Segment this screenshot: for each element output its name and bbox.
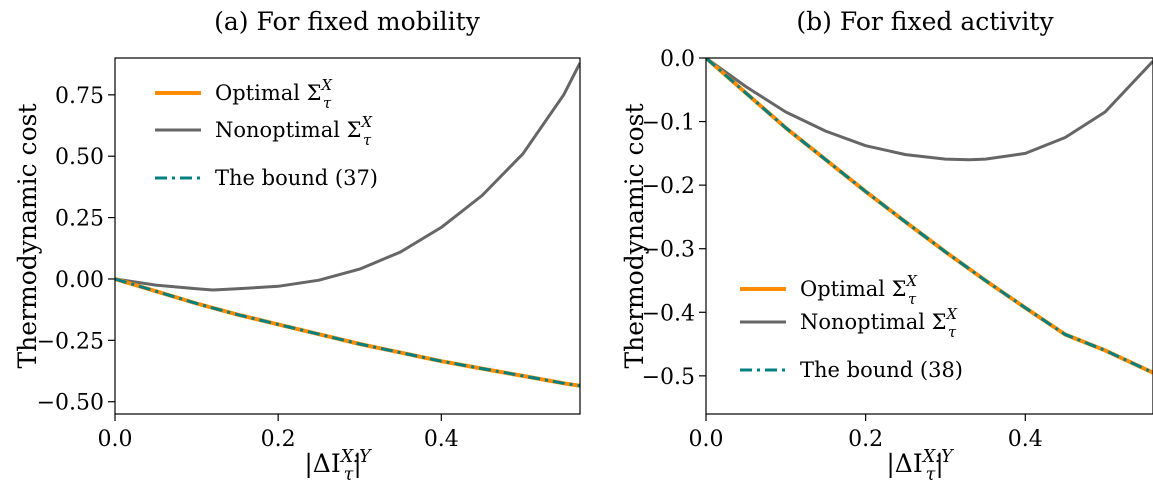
y-tick-label: −0.4 — [642, 301, 695, 326]
legend-label: Nonoptimal ΣX τ — [800, 306, 957, 341]
plot-frame — [705, 57, 1153, 415]
y-tick-label: −0.5 — [642, 365, 695, 390]
chart-panel-2: (b) For fixed activity 0.0 0.2 0.4 −0.5 −0.4 −… — [620, 7, 1153, 485]
y-tick-label: −0.50 — [37, 391, 104, 416]
y-axis-label: Thermodynamic cost — [620, 104, 649, 369]
x-tick-label: 0.4 — [1008, 427, 1043, 452]
y-tick-label: −0.1 — [642, 111, 695, 136]
series-line-bound — [706, 58, 1153, 375]
y-tick-label: −0.3 — [642, 238, 695, 263]
chart-title: (a) For fixed mobility — [214, 7, 481, 36]
y-tick-label: 0.00 — [55, 268, 104, 293]
chart-title: (b) For fixed activity — [796, 7, 1054, 36]
y-tick-label: −0.2 — [642, 174, 695, 199]
y-tick-label: 0.25 — [55, 207, 104, 232]
y-tick-label: 0.75 — [55, 84, 104, 109]
x-tick-label: 0.4 — [424, 427, 459, 452]
y-tick-label: 0.50 — [55, 145, 104, 170]
legend-label: Nonoptimal ΣX τ — [215, 114, 372, 149]
legend-label: Optimal ΣX τ — [800, 273, 918, 308]
y-tick-label: −0.25 — [37, 329, 104, 354]
x-axis-label: |ΔIX:Y τ| — [304, 447, 372, 485]
legend-label: The bound (38) — [800, 358, 963, 382]
legend-label: The bound (37) — [215, 166, 378, 190]
series-line-bound — [115, 277, 580, 388]
chart-panel-1: (a) For fixed mobility 0.0 0.2 0.4 −0.50 −0.2… — [13, 7, 581, 485]
legend-label: Optimal ΣX τ — [215, 77, 333, 112]
plot-frame — [114, 57, 581, 415]
x-tick-label: 0.0 — [98, 427, 133, 452]
y-axis-label: Thermodynamic cost — [13, 104, 42, 369]
y-tick-label: 0.0 — [660, 47, 695, 72]
series-line-optimal — [115, 277, 580, 388]
x-tick-label: 0.2 — [848, 427, 883, 452]
x-axis-label: |ΔIX:Y τ| — [886, 447, 954, 485]
series-line-nonoptimal — [115, 62, 580, 292]
x-tick-label: 0.0 — [689, 427, 724, 452]
x-tick-label: 0.2 — [261, 427, 296, 452]
series-line-nonoptimal — [706, 58, 1153, 162]
